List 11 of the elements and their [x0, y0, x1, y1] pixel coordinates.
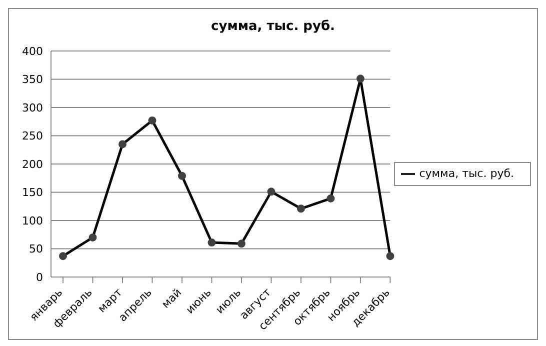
y-tick-label: 300 — [22, 101, 43, 114]
y-tick-label: 400 — [22, 44, 43, 58]
chart-title: сумма, тыс. руб. — [210, 19, 336, 34]
y-tick-label: 350 — [22, 73, 43, 86]
legend-label: сумма, тыс. руб. — [419, 167, 514, 180]
y-tick-label: 0 — [36, 270, 43, 284]
y-tick-label: 200 — [22, 158, 43, 171]
y-tick-label: 150 — [22, 186, 43, 200]
y-tick-label: 100 — [22, 214, 43, 228]
y-tick-label: 50 — [29, 242, 43, 256]
y-tick-label: 250 — [22, 130, 43, 143]
